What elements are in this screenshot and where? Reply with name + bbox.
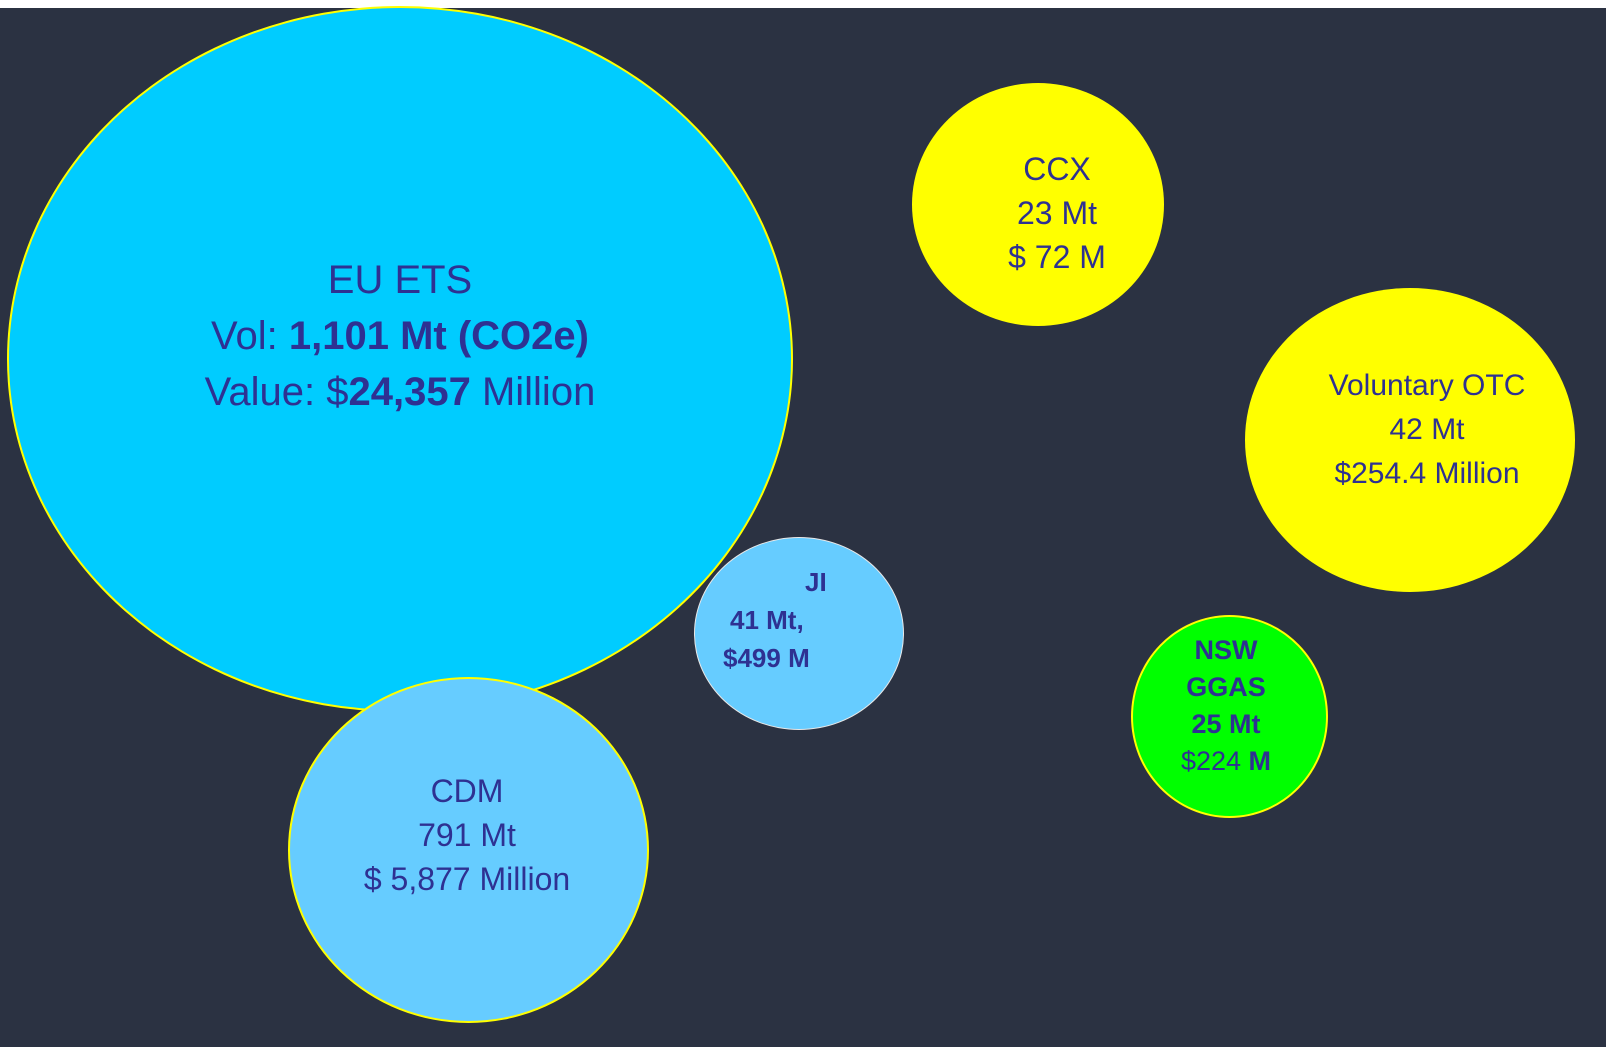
- cdm-volume: 791 Mt: [418, 817, 516, 853]
- ji-label: JI 41 Mt, $499 M: [723, 563, 895, 677]
- voluntary-otc-name: Voluntary OTC: [1328, 369, 1526, 402]
- eu-ets-bubble: [7, 6, 793, 712]
- eu-ets-volume-value: 1,101 Mt (CO2e): [288, 314, 589, 358]
- ji-name: JI: [805, 567, 827, 597]
- ccx-label: CCX 23 Mt $ 72 M: [1008, 147, 1106, 279]
- ccx-bubble: [912, 83, 1164, 326]
- eu-ets-volume: Vol: 1,101 Mt (CO2e): [205, 308, 596, 364]
- eu-ets-value-suffix: Million: [470, 370, 596, 414]
- cdm-name: CDM: [430, 773, 504, 809]
- eu-ets-value: Value: $24,357 Million: [205, 364, 596, 420]
- nsw-ggas-name-line2: GGAS: [1186, 672, 1266, 702]
- ji-volume: 41 Mt,: [730, 605, 804, 635]
- voluntary-otc-bubble: [1245, 288, 1575, 592]
- eu-ets-value-prefix: Value: $: [204, 370, 349, 414]
- voluntary-otc-label: Voluntary OTC 42 Mt $254.4 Million: [1329, 364, 1526, 496]
- cdm-bubble: [288, 677, 649, 1023]
- ccx-name: CCX: [1023, 151, 1091, 187]
- voluntary-otc-volume: 42 Mt: [1389, 413, 1465, 446]
- cdm-label: CDM 791 Mt $ 5,877 Million: [364, 769, 570, 901]
- ji-bubble: [694, 537, 904, 730]
- nsw-ggas-value-amount: $224: [1180, 746, 1242, 776]
- nsw-ggas-volume: 25 Mt: [1191, 709, 1261, 739]
- eu-ets-volume-prefix: Vol:: [211, 314, 289, 358]
- eu-ets-name: EU ETS: [327, 258, 473, 302]
- cdm-value: $ 5,877 Million: [363, 861, 571, 897]
- nsw-ggas-value: $224 M: [1181, 743, 1271, 780]
- nsw-ggas-name-line1: NSW: [1194, 635, 1258, 665]
- eu-ets-value-amount: 24,357: [348, 370, 471, 414]
- voluntary-otc-value: $254.4 Million: [1334, 457, 1520, 490]
- ji-value: $499 M: [723, 643, 810, 673]
- ccx-value: $ 72 M: [1008, 239, 1106, 275]
- ccx-volume: 23 Mt: [1016, 195, 1098, 231]
- nsw-ggas-value-unit: M: [1241, 746, 1272, 776]
- nsw-ggas-label: NSW GGAS 25 Mt $224 M: [1181, 632, 1271, 780]
- eu-ets-label: EU ETS Vol: 1,101 Mt (CO2e) Value: $24,3…: [205, 252, 596, 420]
- nsw-ggas-bubble: [1131, 615, 1328, 818]
